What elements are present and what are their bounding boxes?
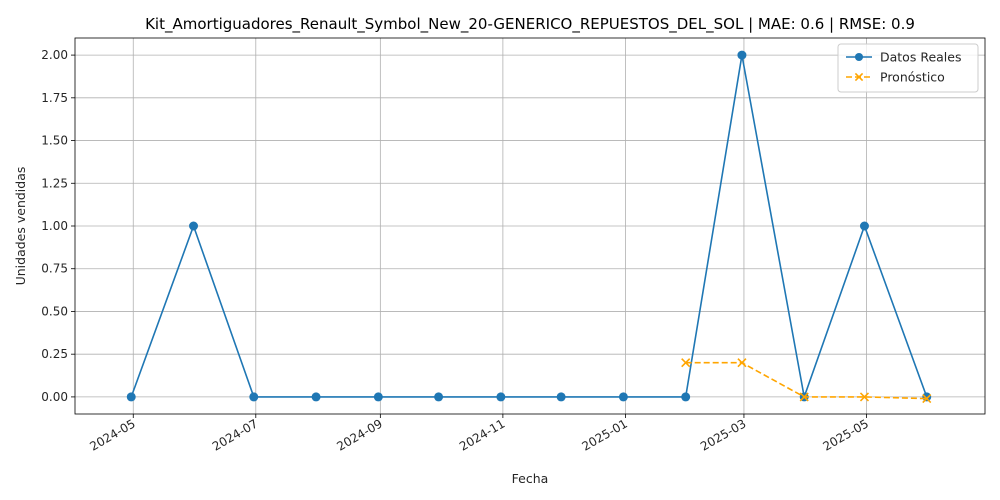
data-point <box>922 394 932 404</box>
x-tick-label: 2024-07 <box>210 416 260 453</box>
data-point <box>854 52 864 62</box>
legend-item: Pronóstico <box>846 70 945 85</box>
x-tick-label: 2025-05 <box>821 416 871 453</box>
y-axis-label: Unidades vendidas <box>13 167 28 286</box>
data-point <box>922 392 932 402</box>
y-tick-label: 0.75 <box>41 262 68 276</box>
x-axis-ticks: 2024-05 2024-07 2024-09 2024-11 2025-01 2025-… <box>87 414 871 454</box>
y-tick-label: 1.25 <box>41 176 68 190</box>
data-point <box>249 392 259 402</box>
data-point <box>496 392 506 402</box>
data-point <box>799 392 809 402</box>
data-point <box>859 221 869 231</box>
y-tick-label: 0.50 <box>41 304 68 318</box>
x-tick-label: 2025-03 <box>698 416 748 453</box>
data-point <box>311 392 321 402</box>
legend-item: Datos Reales <box>846 50 961 65</box>
x-axis-label: Fecha <box>512 471 549 486</box>
x-tick-label: 2024-11 <box>457 416 507 453</box>
y-tick-label: 0.25 <box>41 347 68 361</box>
legend: Datos Reales Pronóstico <box>837 43 979 93</box>
data-point <box>854 72 864 82</box>
legend-label: Datos Reales <box>880 50 961 65</box>
series-1 <box>126 50 932 402</box>
x-tick-label: 2024-09 <box>334 416 384 453</box>
data-point <box>681 358 691 368</box>
data-point <box>556 392 566 402</box>
data-point <box>618 392 628 402</box>
y-tick-label: 1.75 <box>41 91 68 105</box>
x-tick-label: 2025-01 <box>579 416 629 453</box>
data-point <box>681 392 691 402</box>
grid <box>75 38 985 414</box>
series-line <box>130 54 928 401</box>
data-point <box>189 221 199 231</box>
data-point <box>373 392 383 402</box>
series-2 <box>681 358 932 404</box>
y-tick-label: 1.50 <box>41 134 68 148</box>
legend-label: Pronóstico <box>880 70 945 85</box>
x-tick-label: 2024-05 <box>87 416 137 453</box>
chart-title: Kit_Amortiguadores_Renault_Symbol_New_20… <box>145 15 915 34</box>
y-axis-ticks: 0.00 0.25 0.50 0.75 1.00 1.25 1.50 1.75 2.00 <box>41 48 75 404</box>
y-tick-label: 0.00 <box>41 390 68 404</box>
data-point <box>859 392 870 402</box>
data-point <box>126 392 136 402</box>
series-layer <box>126 50 932 404</box>
data-point <box>434 392 444 402</box>
y-tick-label: 2.00 <box>41 48 68 62</box>
data-point <box>737 358 747 368</box>
y-tick-label: 1.00 <box>41 219 68 233</box>
data-point <box>737 50 747 60</box>
legend-box <box>837 43 979 93</box>
